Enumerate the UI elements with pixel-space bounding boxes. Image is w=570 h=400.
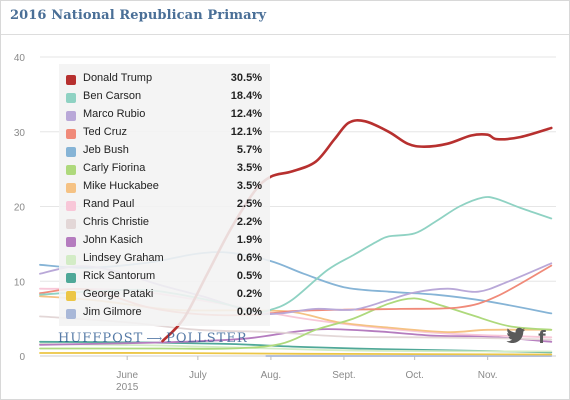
y-tick-label: 20 [14,203,26,214]
pollster-logo: HUFFPOST ⟶ POLLSTER [58,331,248,346]
legend-value: 12.4% [230,108,262,120]
legend-swatch [66,237,76,247]
legend-name: Mike Huckabee [83,180,159,192]
legend-item-donald-trump[interactable]: Donald Trump 30.5% [66,70,266,88]
legend-name: Ted Cruz [83,126,128,138]
legend-value: 0.2% [236,288,262,300]
legend-name: Rand Paul [83,198,135,210]
legend-value: 1.9% [236,234,262,246]
legend-value: 30.5% [230,72,262,84]
legend-name: Ben Carson [83,90,142,102]
x-tick-sublabel: 2015 [116,382,139,393]
legend-name: Donald Trump [83,72,153,84]
legend-item-ben-carson[interactable]: Ben Carson 18.4% [66,88,266,106]
legend-item-mike-huckabee[interactable]: Mike Huckabee 3.5% [66,178,266,196]
y-tick-label: 0 [19,352,25,363]
legend-swatch [66,93,76,103]
series-line-lindsey-graham[interactable] [39,343,553,353]
legend-swatch [66,201,76,211]
legend-swatch [66,183,76,193]
legend-swatch [66,147,76,157]
legend: Donald Trump 30.5% Ben Carson 18.4% Marco Ru… [59,64,270,326]
x-tick-label: Aug. [261,370,282,381]
legend-item-lindsey-graham[interactable]: Lindsey Graham 0.6% [66,250,266,268]
legend-value: 18.4% [230,90,262,102]
x-tick-label: Oct. [405,370,423,381]
legend-value: 0.5% [236,270,262,282]
legend-name: Lindsey Graham [83,252,164,264]
legend-value: 2.2% [236,216,262,228]
brand-left: HUFFPOST [58,331,144,346]
legend-name: John Kasich [83,234,143,246]
brand-right: POLLSTER [166,331,248,346]
legend-swatch [66,255,76,265]
legend-value: 5.7% [236,144,262,156]
legend-swatch [66,165,76,175]
legend-swatch [66,291,76,301]
legend-item-rick-santorum[interactable]: Rick Santorum 0.5% [66,268,266,286]
x-tick-label: Sept. [332,370,355,381]
arrow-icon: ⟶ [146,332,164,345]
legend-item-jeb-bush[interactable]: Jeb Bush 5.7% [66,142,266,160]
legend-value: 3.5% [236,180,262,192]
chart-title: 2016 National Republican Primary [10,8,267,23]
twitter-bird-icon[interactable] [505,327,527,349]
x-tick-label: Nov. [478,370,498,381]
x-tick-label: June [116,370,138,381]
legend-name: George Pataki [83,288,154,300]
legend-item-john-kasich[interactable]: John Kasich 1.9% [66,232,266,250]
series-line-john-kasich[interactable] [39,328,553,346]
y-axis: 0 10 20 30 40 [14,53,26,363]
legend-name: Rick Santorum [83,270,156,282]
legend-item-jim-gilmore[interactable]: Jim Gilmore 0.0% [66,304,266,322]
facebook-f-icon[interactable]: f [538,328,546,348]
legend-swatch [66,111,76,121]
legend-item-ted-cruz[interactable]: Ted Cruz 12.1% [66,124,266,142]
legend-swatch [66,129,76,139]
legend-swatch [66,309,76,319]
legend-swatch [66,273,76,283]
legend-item-marco-rubio[interactable]: Marco Rubio 12.4% [66,106,266,124]
legend-value: 12.1% [230,126,262,138]
legend-name: Jeb Bush [83,144,129,156]
series-line-george-pataki[interactable] [39,352,553,356]
legend-name: Marco Rubio [83,108,146,120]
y-tick-label: 40 [14,53,26,64]
x-tick-label: July [189,370,207,381]
legend-name: Carly Fiorina [83,162,146,174]
legend-value: 3.5% [236,162,262,174]
legend-item-rand-paul[interactable]: Rand Paul 2.5% [66,196,266,214]
series-line-carly-fiorina[interactable] [39,297,553,350]
legend-value: 0.0% [236,306,262,318]
legend-name: Jim Gilmore [83,306,142,318]
legend-swatch [66,219,76,229]
legend-item-george-pataki[interactable]: George Pataki 0.2% [66,286,266,304]
y-tick-label: 30 [14,128,26,139]
title-divider [1,34,569,35]
y-tick-label: 10 [14,277,26,288]
legend-swatch [66,75,76,85]
legend-name: Chris Christie [83,216,150,228]
legend-value: 0.6% [236,252,262,264]
legend-value: 2.5% [236,198,262,210]
legend-item-chris-christie[interactable]: Chris Christie 2.2% [66,214,266,232]
legend-item-carly-fiorina[interactable]: Carly Fiorina 3.5% [66,160,266,178]
